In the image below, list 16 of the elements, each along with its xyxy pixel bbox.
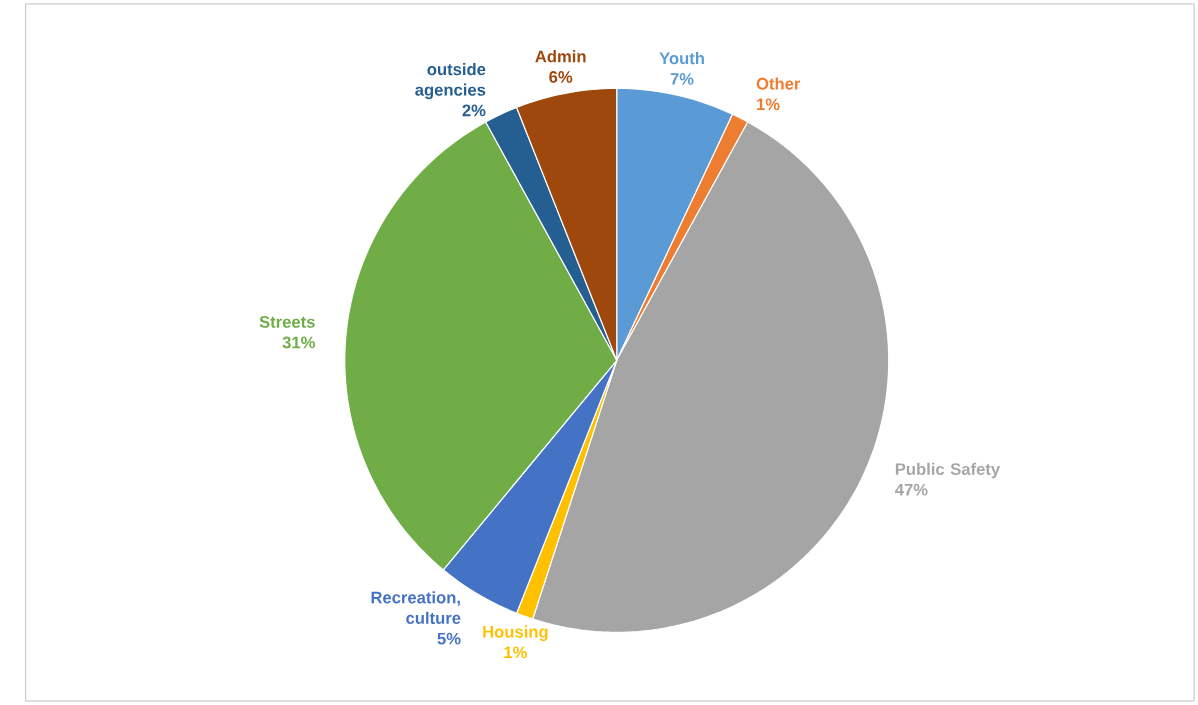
data-label: 7% xyxy=(670,73,694,85)
slice-label: Public Safety xyxy=(895,462,1001,479)
data-label: 47% xyxy=(895,483,928,496)
slice-label: outside agencies xyxy=(415,63,486,100)
data-label: 1% xyxy=(757,98,780,111)
slice-label: Recreation, culture xyxy=(371,591,461,624)
slice-label: Streets xyxy=(259,316,315,328)
slice-label: Housing xyxy=(483,625,548,642)
data-label: 6% xyxy=(549,71,573,83)
data-label: 1% xyxy=(504,646,527,659)
data-label: 5% xyxy=(437,632,461,645)
slice-label: Admin xyxy=(535,50,586,63)
slice-label: Youth xyxy=(659,52,704,65)
slice-label: Other xyxy=(756,77,801,90)
data-label: 2% xyxy=(462,104,486,117)
data-label: 31% xyxy=(282,336,315,349)
